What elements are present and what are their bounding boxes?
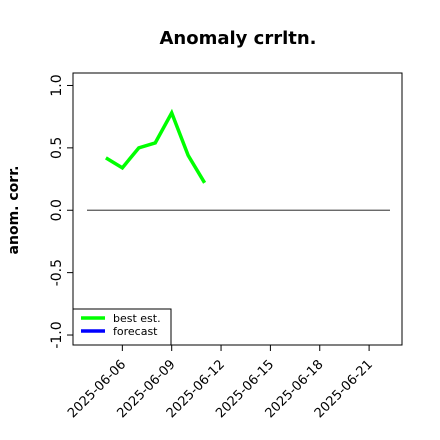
chart-title: Anomaly crrltn. [159, 28, 316, 49]
plot-frame [72, 72, 403, 346]
series-line [104, 108, 207, 184]
y-tick-label: 1.0 [49, 74, 65, 96]
y-tick-label: 0.0 [49, 199, 65, 221]
legend-label: forecast [113, 325, 158, 338]
y-tick-label: -0.5 [49, 259, 65, 286]
legend-box [72, 308, 172, 346]
y-tick-label: -1.0 [49, 321, 65, 348]
legend-label: best est. [113, 312, 161, 325]
y-tick-label: 0.5 [49, 137, 65, 159]
y-axis-label: anom. corr. [6, 166, 22, 255]
